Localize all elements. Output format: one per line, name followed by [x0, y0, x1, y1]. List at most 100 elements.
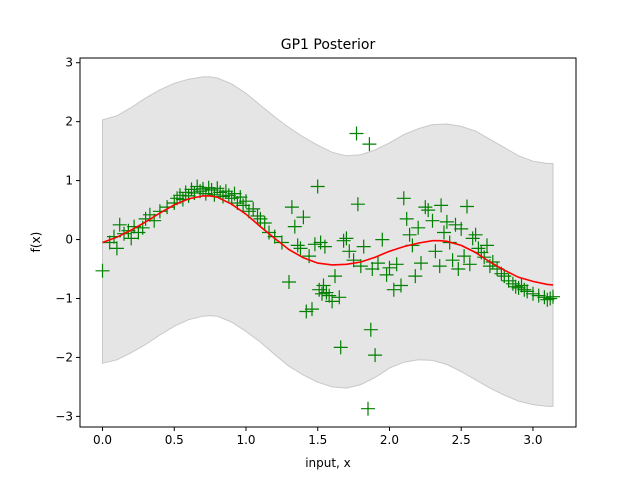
observation-point	[246, 201, 261, 216]
observation-point	[465, 231, 480, 246]
plot-area	[95, 76, 560, 416]
observation-point	[267, 229, 282, 244]
observation-point	[250, 209, 265, 223]
x-tick-label: 0.5	[165, 433, 184, 447]
observation-point	[411, 220, 426, 235]
observation-point	[257, 216, 272, 230]
observation-point	[437, 225, 451, 240]
observation-point	[227, 186, 242, 201]
observation-point	[462, 257, 477, 272]
observation-point	[408, 269, 423, 284]
observation-point	[325, 294, 340, 309]
observation-point	[319, 285, 334, 300]
x-tick-label: 1.0	[236, 433, 255, 447]
x-axis-label: input, x	[305, 456, 351, 470]
observation-point	[342, 244, 357, 259]
observation-point	[322, 288, 337, 303]
observation-point	[379, 267, 394, 282]
observation-point	[361, 401, 375, 416]
observation-point	[480, 238, 494, 253]
observation-point	[526, 286, 540, 301]
observation-points	[95, 126, 560, 416]
observation-point	[468, 227, 483, 242]
observation-point	[362, 137, 377, 152]
observation-point	[328, 269, 342, 284]
observation-point	[454, 221, 469, 236]
observation-point	[402, 227, 417, 242]
observation-point	[363, 322, 378, 337]
observation-point	[287, 219, 302, 234]
observation-point	[434, 198, 449, 213]
observation-point	[346, 253, 361, 268]
observation-point	[109, 241, 124, 256]
observation-point	[216, 189, 230, 204]
observation-point	[339, 231, 354, 246]
y-tick-label: 3	[65, 56, 73, 70]
observation-point	[445, 253, 460, 268]
observation-point	[221, 188, 236, 203]
y-axis-label: f(x)	[29, 232, 43, 253]
observation-point	[428, 244, 443, 259]
observation-point	[310, 179, 325, 194]
observation-point	[317, 239, 332, 254]
observation-point	[517, 282, 532, 297]
observation-point	[451, 262, 466, 276]
observation-point	[418, 200, 433, 215]
observation-point	[112, 217, 127, 232]
observation-point	[432, 259, 447, 274]
observation-point	[316, 278, 331, 293]
observation-point	[477, 250, 492, 265]
axes-frame	[79, 57, 577, 428]
observation-point	[296, 210, 311, 225]
observation-point	[389, 257, 404, 272]
observation-point	[181, 188, 196, 203]
posterior-mean-line	[102, 195, 554, 286]
y-axis: −3 −2 −1 0 1 2 3	[55, 56, 80, 423]
x-tick-label: 3.0	[523, 433, 542, 447]
observation-point	[508, 279, 523, 294]
observation-point	[356, 239, 371, 254]
observation-point	[540, 292, 555, 307]
observation-point	[396, 191, 411, 206]
observation-point	[333, 340, 348, 355]
y-tick-label: 2	[65, 115, 73, 129]
chart-title: GP1 Posterior	[281, 37, 376, 53]
observation-point	[207, 187, 222, 202]
observation-point	[124, 231, 139, 246]
x-tick-label: 2.5	[452, 433, 471, 447]
observation-point	[350, 197, 365, 212]
observation-point	[543, 291, 558, 306]
observation-point	[305, 302, 319, 317]
observation-point	[546, 289, 560, 304]
observation-point	[368, 348, 383, 363]
observation-point	[336, 233, 351, 248]
observation-point	[349, 126, 364, 141]
observation-point	[371, 256, 385, 271]
observation-point	[299, 304, 314, 319]
x-tick-label: 1.5	[308, 433, 327, 447]
observation-point	[365, 262, 380, 276]
observation-point	[293, 241, 308, 256]
x-tick-label: 0.0	[93, 433, 112, 447]
x-axis: 0.0 0.5 1.0 1.5 2.0 2.5 3.0	[93, 427, 543, 447]
observation-point	[457, 249, 472, 264]
y-tick-label: −2	[55, 350, 73, 364]
observation-point	[414, 256, 428, 271]
observation-point	[421, 203, 436, 218]
y-tick-label: 0	[65, 233, 73, 247]
y-tick-label: 1	[65, 174, 73, 188]
observation-point	[152, 204, 167, 219]
y-tick-label: −1	[55, 291, 73, 305]
observation-point	[290, 238, 305, 253]
observation-point	[511, 280, 526, 295]
observation-point	[302, 249, 317, 264]
observation-point	[284, 200, 299, 215]
observation-point	[394, 278, 408, 293]
observation-point	[332, 290, 347, 305]
observation-point	[274, 235, 289, 250]
observation-point	[307, 237, 322, 252]
observation-point	[386, 282, 401, 297]
observation-point	[95, 263, 110, 278]
observation-point	[531, 288, 546, 303]
